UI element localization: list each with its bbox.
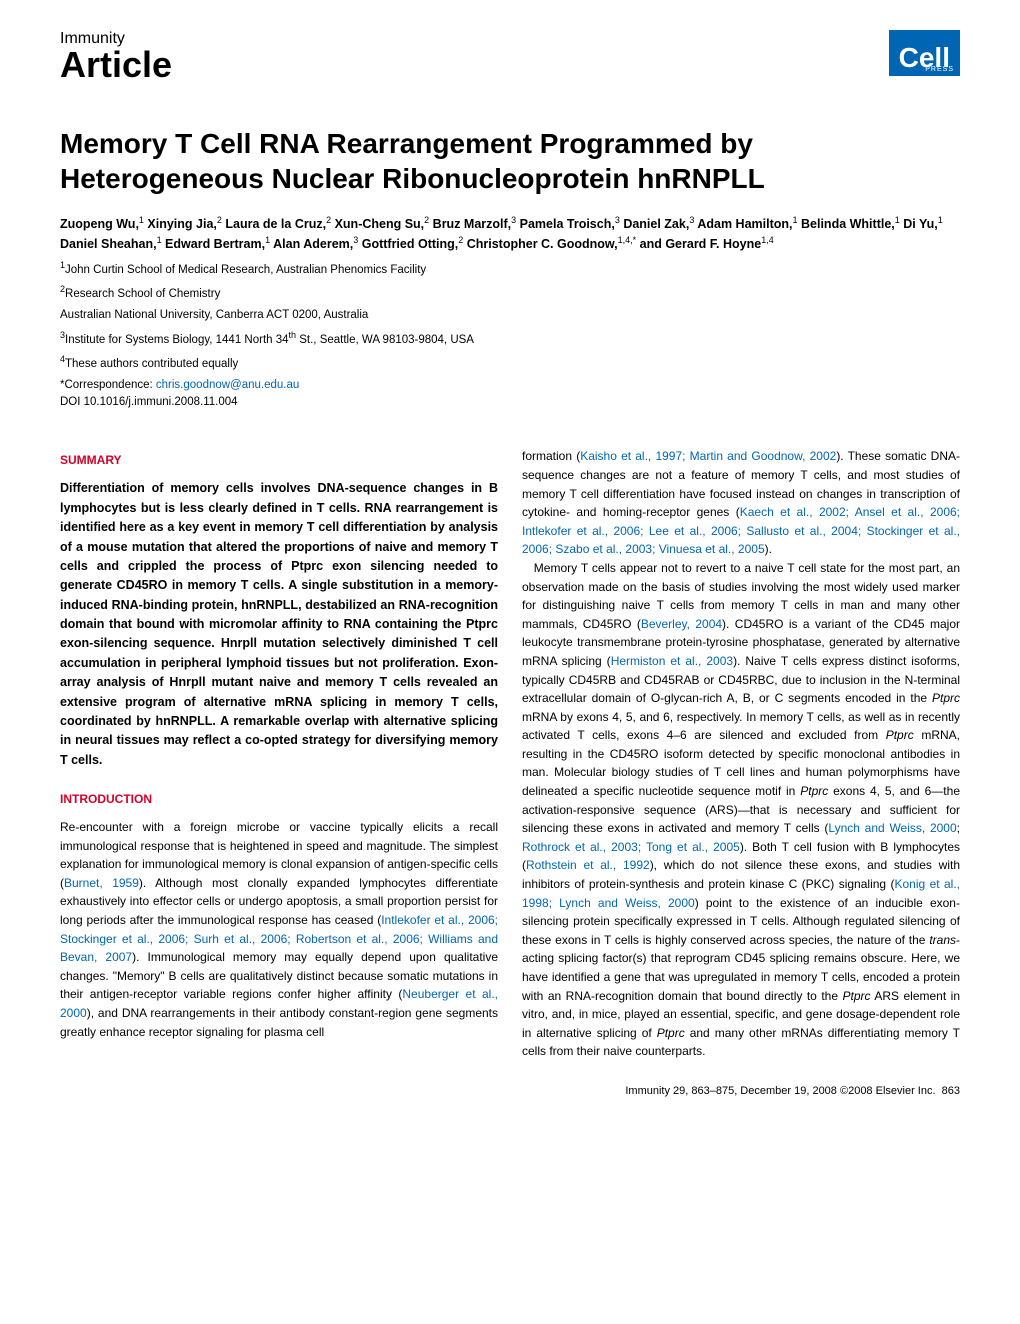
journal-block: Immunity Article <box>60 30 172 86</box>
introduction-heading: INTRODUCTION <box>60 790 498 808</box>
intro-paragraph-col1: Re-encounter with a foreign microbe or v… <box>60 818 498 1041</box>
logo-subtext: PRESS <box>925 66 954 73</box>
affiliation-institution: Australian National University, Canberra… <box>60 307 960 324</box>
author-list: Zuopeng Wu,1 Xinying Jia,2 Laura de la C… <box>60 214 960 253</box>
affiliation-4: 4These authors contributed equally <box>60 353 960 373</box>
right-column: formation (Kaisho et al., 1997; Martin a… <box>522 447 960 1061</box>
footer-citation: Immunity 29, 863–875, December 19, 2008 … <box>625 1085 935 1097</box>
body-text-col2: formation (Kaisho et al., 1997; Martin a… <box>522 447 960 1061</box>
summary-text: Differentiation of memory cells involves… <box>60 479 498 770</box>
doi-line: DOI 10.1016/j.immuni.2008.11.004 <box>60 394 960 411</box>
header-bar: Immunity Article Cell PRESS <box>60 30 960 86</box>
summary-heading: SUMMARY <box>60 451 498 469</box>
affiliations-block: 1John Curtin School of Medical Research,… <box>60 259 960 373</box>
correspondence-email-link[interactable]: chris.goodnow@anu.edu.au <box>156 379 299 391</box>
affiliation-3: 3Institute for Systems Biology, 1441 Nor… <box>60 329 960 349</box>
page-number: 863 <box>942 1085 960 1097</box>
correspondence-line: *Correspondence: chris.goodnow@anu.edu.a… <box>60 377 960 394</box>
page-footer: Immunity 29, 863–875, December 19, 2008 … <box>60 1085 960 1097</box>
article-title: Memory T Cell RNA Rearrangement Programm… <box>60 126 960 196</box>
left-column: SUMMARY Differentiation of memory cells … <box>60 447 498 1061</box>
cell-press-logo: Cell PRESS <box>889 30 960 76</box>
affiliation-1: 1John Curtin School of Medical Research,… <box>60 259 960 279</box>
article-type: Article <box>60 44 172 86</box>
affiliation-2: 2Research School of Chemistry <box>60 283 960 303</box>
correspondence-label: *Correspondence: <box>60 379 156 391</box>
two-column-layout: SUMMARY Differentiation of memory cells … <box>60 447 960 1061</box>
